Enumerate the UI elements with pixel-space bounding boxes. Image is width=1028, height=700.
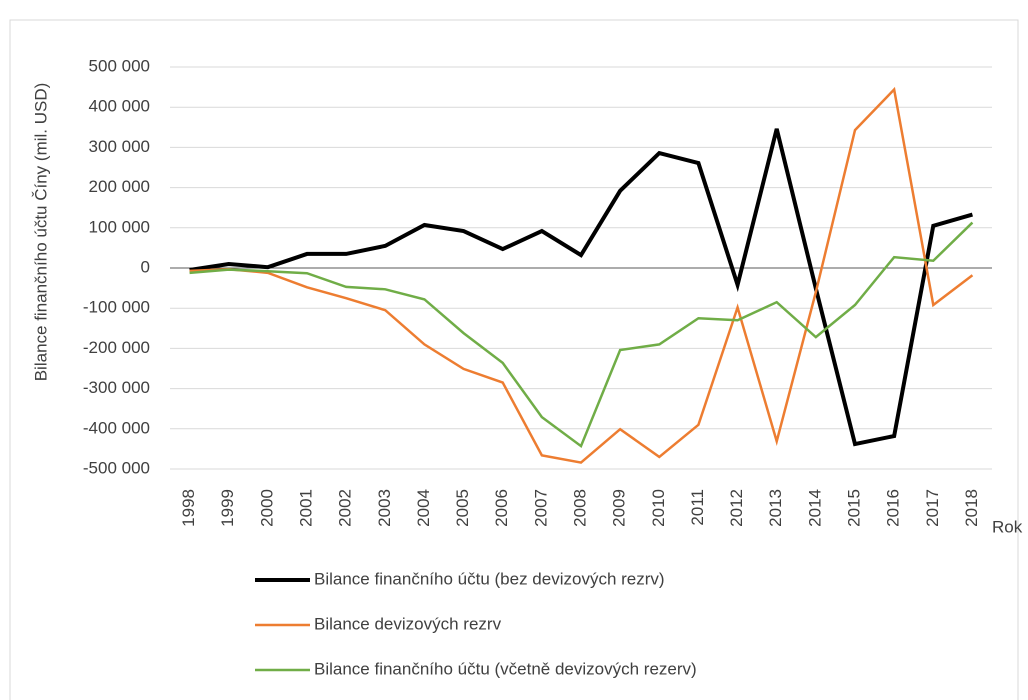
x-tick-label: 2005 xyxy=(453,489,472,527)
y-tick-label: -200 000 xyxy=(83,338,150,357)
chart-frame xyxy=(9,19,1019,700)
x-tick-label: 2001 xyxy=(296,489,315,527)
y-tick-label: 200 000 xyxy=(89,177,150,196)
series-line xyxy=(189,128,973,447)
x-tick-label: 2016 xyxy=(884,489,903,527)
x-tick-label: 2006 xyxy=(492,489,511,527)
y-tick-label: 400 000 xyxy=(89,97,150,116)
x-tick-label: 2017 xyxy=(923,489,942,527)
x-tick-label: 2015 xyxy=(844,489,863,527)
y-axis-label: Bilance finančního účtu Číny (mil. USD) xyxy=(31,83,50,382)
x-tick-label: 2011 xyxy=(688,489,707,526)
x-tick-label: 2008 xyxy=(570,489,589,527)
legend-label: Bilance devizových rezrv xyxy=(314,614,502,633)
y-tick-label: -400 000 xyxy=(83,418,150,437)
y-tick-label: -100 000 xyxy=(83,298,150,317)
x-tick-label: 2010 xyxy=(649,489,668,527)
y-tick-label: 500 000 xyxy=(89,56,150,75)
legend-label: Bilance finančního účtu (bez devizových … xyxy=(314,569,665,588)
x-tick-label: 2012 xyxy=(727,489,746,527)
y-tick-label: -300 000 xyxy=(83,378,150,397)
series-line xyxy=(189,86,974,464)
y-tick-label: 100 000 xyxy=(89,217,150,236)
x-tick-label: 2009 xyxy=(610,489,629,527)
y-tick-label: 0 xyxy=(141,257,150,276)
x-tick-label: 1998 xyxy=(179,489,198,527)
x-tick-label: 1999 xyxy=(218,489,237,527)
x-tick-label: 2000 xyxy=(257,489,276,527)
x-tick-label: 2013 xyxy=(766,489,785,527)
legend-label: Bilance finančního účtu (včetně devizový… xyxy=(314,659,697,678)
x-tick-label: 2002 xyxy=(336,489,355,527)
x-tick-label: 2014 xyxy=(805,489,824,527)
x-tick-label: 2003 xyxy=(375,489,394,527)
series-line xyxy=(189,221,974,449)
y-tick-label: -500 000 xyxy=(83,458,150,477)
x-tick-label: 2004 xyxy=(414,489,433,527)
y-tick-label: 300 000 xyxy=(89,137,150,156)
x-tick-label: 2007 xyxy=(531,489,550,527)
x-axis-label: Rok xyxy=(992,517,1023,536)
x-tick-label: 2018 xyxy=(962,489,981,527)
